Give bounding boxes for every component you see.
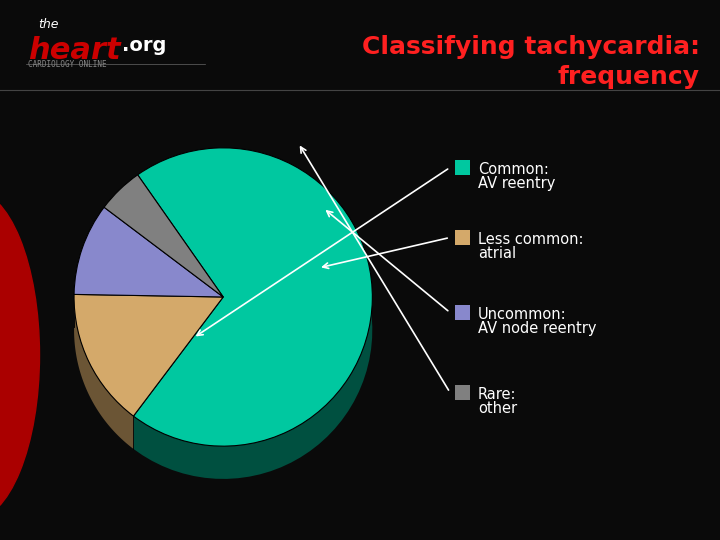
Text: Common:: Common: bbox=[478, 162, 549, 177]
Wedge shape bbox=[133, 148, 372, 446]
Text: Rare:: Rare: bbox=[478, 387, 516, 402]
Text: the: the bbox=[38, 18, 58, 31]
Text: CARDIOLOGY ONLINE: CARDIOLOGY ONLINE bbox=[28, 60, 107, 69]
Text: Classifying tachycardia:: Classifying tachycardia: bbox=[362, 35, 700, 59]
Text: AV reentry: AV reentry bbox=[478, 176, 555, 191]
Polygon shape bbox=[74, 207, 104, 327]
Text: frequency: frequency bbox=[558, 65, 700, 89]
Text: other: other bbox=[478, 401, 517, 416]
Text: .org: .org bbox=[122, 36, 166, 55]
Wedge shape bbox=[74, 207, 223, 297]
Text: Uncommon:: Uncommon: bbox=[478, 307, 567, 322]
Bar bbox=[455, 230, 470, 245]
Bar bbox=[455, 160, 470, 175]
Text: AV node reentry: AV node reentry bbox=[478, 321, 596, 336]
Polygon shape bbox=[133, 148, 372, 479]
Ellipse shape bbox=[0, 190, 40, 520]
Wedge shape bbox=[74, 294, 223, 416]
Bar bbox=[455, 385, 470, 400]
Bar bbox=[455, 305, 470, 320]
Polygon shape bbox=[74, 294, 133, 449]
Text: atrial: atrial bbox=[478, 246, 516, 261]
Wedge shape bbox=[104, 175, 223, 297]
Polygon shape bbox=[104, 175, 138, 240]
Text: Less common:: Less common: bbox=[478, 232, 583, 247]
Text: heart: heart bbox=[28, 36, 121, 65]
